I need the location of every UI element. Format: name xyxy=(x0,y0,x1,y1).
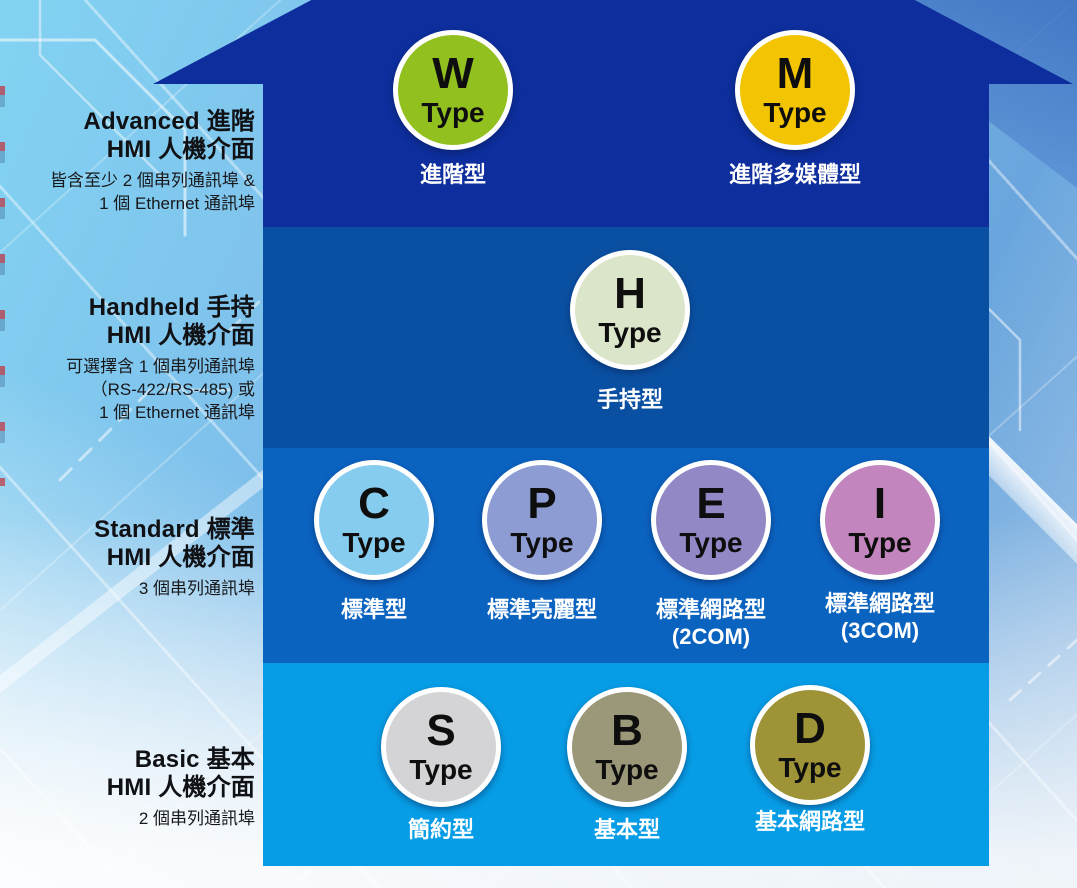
tier-description: 皆含至少 2 個串列通訊埠 & 1 個 Ethernet 通訊埠 xyxy=(50,171,255,213)
type-circle-d: D Type xyxy=(750,685,870,805)
type-circle-e: E Type xyxy=(651,460,771,580)
type-circle-w: W Type xyxy=(393,30,513,150)
type-circle-i: I Type xyxy=(820,460,940,580)
type-word: Type xyxy=(598,317,662,349)
tier-label-standard: Standard 標準 HMI 人機介面 3 個串列通訊埠 xyxy=(0,516,255,600)
tier-title-line2: HMI 人機介面 xyxy=(106,544,255,571)
type-letter: W xyxy=(432,49,474,99)
tier-title-line2: HMI 人機介面 xyxy=(106,774,255,801)
tier-title-line2: HMI 人機介面 xyxy=(106,136,255,163)
tier-label-advanced: Advanced 進階 HMI 人機介面 皆含至少 2 個串列通訊埠 & 1 個… xyxy=(0,108,255,215)
type-caption-s: 簡約型 xyxy=(407,817,474,842)
tier-title-line1: Advanced 進階 xyxy=(83,108,255,135)
type-caption-p: 標準亮麗型 xyxy=(486,597,597,622)
type-word: Type xyxy=(342,527,406,559)
tier-title-line1: Basic 基本 xyxy=(134,746,255,773)
type-letter: C xyxy=(358,479,390,529)
type-word: Type xyxy=(409,754,473,786)
tier-band-advanced-roof xyxy=(153,0,1073,227)
type-caption-e: 標準網路型 (2COM) xyxy=(655,597,766,649)
type-circle-s: S Type xyxy=(381,687,501,807)
type-circle-m: M Type xyxy=(735,30,855,150)
tier-description: 可選擇含 1 個串列通訊埠 （RS-422/RS-485) 或 1 個 Ethe… xyxy=(66,357,255,422)
type-word: Type xyxy=(510,527,574,559)
type-letter: I xyxy=(873,479,887,529)
type-caption-c: 標準型 xyxy=(340,597,407,622)
tier-title-line1: Handheld 手持 xyxy=(88,294,255,321)
tier-description: 2 個串列通訊埠 xyxy=(138,809,255,828)
photo-edge-marks-decor xyxy=(0,86,5,486)
tier-title: Standard 標準 HMI 人機介面 xyxy=(0,516,255,572)
type-caption-b: 基本型 xyxy=(593,817,660,842)
type-letter: P xyxy=(527,479,557,529)
type-letter: D xyxy=(794,704,826,754)
type-letter: E xyxy=(696,479,726,529)
type-circle-b: B Type xyxy=(567,687,687,807)
type-word: Type xyxy=(595,754,659,786)
type-letter: S xyxy=(426,706,456,756)
tier-title-line2: HMI 人機介面 xyxy=(106,322,255,349)
type-caption-d: 基本網路型 xyxy=(754,809,865,834)
type-caption-m: 進階多媒體型 xyxy=(728,162,861,187)
type-word: Type xyxy=(421,97,485,129)
type-circle-p: P Type xyxy=(482,460,602,580)
type-letter: H xyxy=(614,269,646,319)
type-word: Type xyxy=(679,527,743,559)
tier-title: Advanced 進階 HMI 人機介面 xyxy=(0,108,255,164)
tier-title: Handheld 手持 HMI 人機介面 xyxy=(0,294,255,350)
tier-description: 3 個串列通訊埠 xyxy=(138,579,255,598)
type-caption-h: 手持型 xyxy=(596,387,663,412)
type-word: Type xyxy=(763,97,827,129)
tier-title-line1: Standard 標準 xyxy=(94,516,255,543)
type-word: Type xyxy=(848,527,912,559)
type-word: Type xyxy=(778,752,842,784)
tier-label-handheld: Handheld 手持 HMI 人機介面 可選擇含 1 個串列通訊埠 （RS-4… xyxy=(0,294,255,424)
type-letter: B xyxy=(611,706,643,756)
type-caption-i: 標準網路型 (3COM) xyxy=(824,591,935,643)
type-circle-h: H Type xyxy=(570,250,690,370)
tier-title: Basic 基本 HMI 人機介面 xyxy=(0,746,255,802)
tier-label-basic: Basic 基本 HMI 人機介面 2 個串列通訊埠 xyxy=(0,746,255,830)
type-circle-c: C Type xyxy=(314,460,434,580)
type-letter: M xyxy=(776,49,814,99)
type-caption-w: 進階型 xyxy=(419,162,486,187)
